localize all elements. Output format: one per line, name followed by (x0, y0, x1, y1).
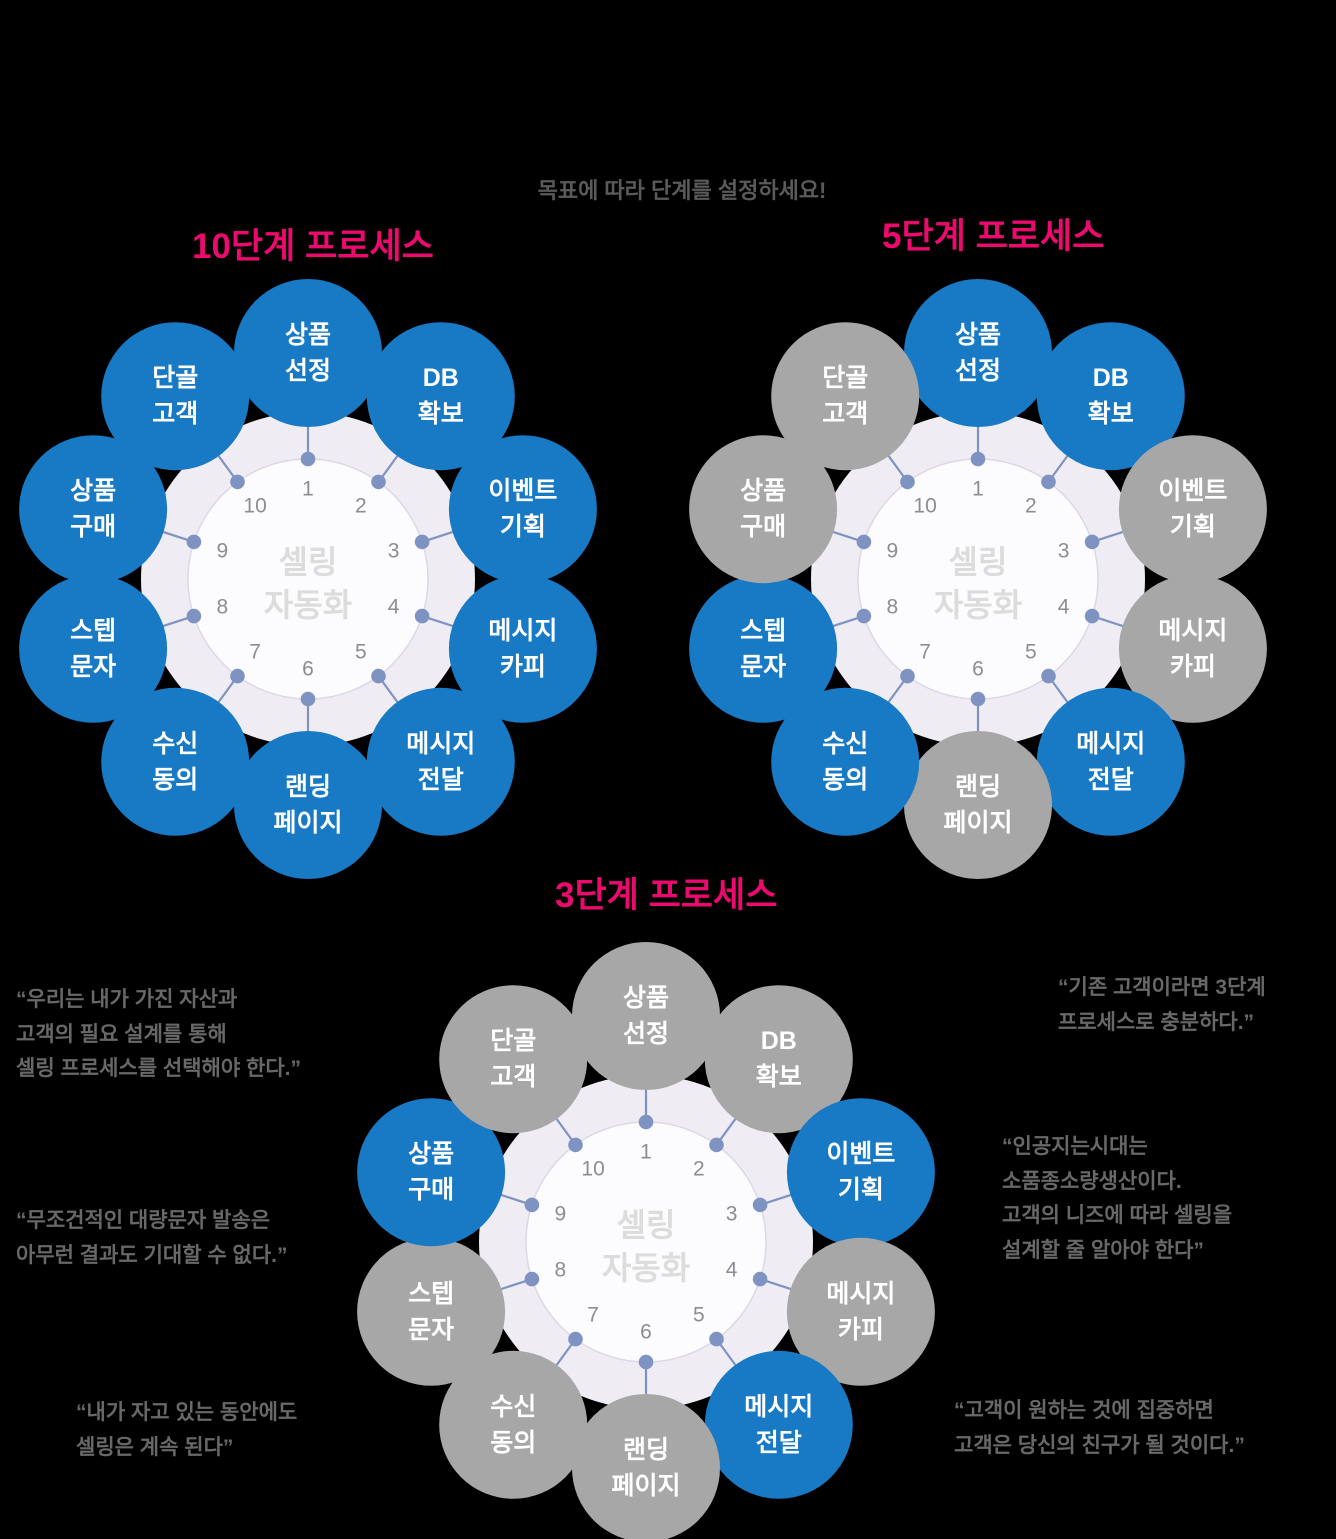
svg-text:8: 8 (887, 595, 899, 618)
svg-text:기획: 기획 (838, 1176, 884, 1204)
svg-text:메시지: 메시지 (744, 1393, 813, 1421)
svg-text:고객: 고객 (822, 400, 868, 428)
svg-text:상품: 상품 (740, 477, 786, 505)
svg-text:선정: 선정 (955, 357, 1001, 385)
svg-text:10: 10 (913, 495, 936, 518)
svg-text:DB: DB (1093, 364, 1129, 392)
svg-text:자동화: 자동화 (602, 1250, 690, 1286)
svg-text:셀링: 셀링 (279, 544, 338, 580)
svg-text:1: 1 (640, 1141, 652, 1164)
svg-text:1: 1 (972, 478, 984, 501)
svg-text:페이지: 페이지 (611, 1472, 680, 1500)
svg-text:6: 6 (640, 1321, 652, 1344)
svg-text:상품: 상품 (70, 477, 116, 505)
svg-text:페이지: 페이지 (943, 809, 1012, 837)
svg-text:3: 3 (388, 540, 400, 563)
svg-text:9: 9 (887, 540, 899, 563)
svg-text:단골: 단골 (152, 364, 198, 392)
svg-text:카피: 카피 (500, 653, 546, 681)
svg-text:4: 4 (1058, 595, 1070, 618)
svg-text:선정: 선정 (285, 357, 331, 385)
svg-text:7: 7 (587, 1303, 599, 1326)
svg-text:5: 5 (1025, 640, 1037, 663)
svg-text:상품: 상품 (623, 984, 669, 1012)
svg-text:DB: DB (423, 364, 459, 392)
svg-text:카피: 카피 (838, 1316, 884, 1344)
svg-text:스텝: 스텝 (740, 617, 786, 645)
svg-text:랜딩: 랜딩 (623, 1436, 669, 1464)
svg-text:고객: 고객 (152, 400, 198, 428)
svg-text:8: 8 (217, 595, 229, 618)
svg-text:수신: 수신 (822, 730, 868, 758)
svg-text:7: 7 (249, 640, 261, 663)
svg-text:3: 3 (1058, 540, 1070, 563)
svg-text:구매: 구매 (740, 513, 786, 541)
svg-text:이벤트: 이벤트 (1158, 477, 1227, 505)
svg-text:상품: 상품 (955, 321, 1001, 349)
svg-text:9: 9 (555, 1203, 567, 1226)
svg-text:기획: 기획 (500, 513, 546, 541)
svg-text:확보: 확보 (756, 1063, 802, 1091)
svg-text:선정: 선정 (623, 1020, 669, 1048)
svg-text:메시지: 메시지 (1076, 730, 1145, 758)
svg-text:5: 5 (355, 640, 367, 663)
svg-text:문자: 문자 (70, 653, 116, 681)
svg-text:6: 6 (972, 658, 984, 681)
svg-text:스텝: 스텝 (408, 1280, 454, 1308)
svg-text:1: 1 (302, 478, 314, 501)
svg-text:8: 8 (555, 1258, 567, 1281)
svg-text:동의: 동의 (490, 1429, 536, 1457)
svg-text:메시지: 메시지 (488, 617, 557, 645)
svg-text:동의: 동의 (152, 766, 198, 794)
svg-text:구매: 구매 (408, 1176, 454, 1204)
svg-text:단골: 단골 (490, 1027, 536, 1055)
svg-text:상품: 상품 (285, 321, 331, 349)
svg-text:2: 2 (693, 1158, 705, 1181)
svg-text:이벤트: 이벤트 (488, 477, 557, 505)
svg-text:10: 10 (581, 1158, 604, 1181)
svg-text:랜딩: 랜딩 (285, 773, 331, 801)
svg-text:문자: 문자 (740, 653, 786, 681)
svg-text:구매: 구매 (70, 513, 116, 541)
svg-text:동의: 동의 (822, 766, 868, 794)
svg-text:DB: DB (761, 1027, 797, 1055)
svg-text:6: 6 (302, 658, 314, 681)
svg-text:고객: 고객 (490, 1063, 536, 1091)
svg-text:2: 2 (1025, 495, 1037, 518)
svg-text:메시지: 메시지 (1158, 617, 1227, 645)
svg-text:자동화: 자동화 (264, 587, 352, 623)
svg-text:9: 9 (217, 540, 229, 563)
svg-text:전달: 전달 (418, 766, 464, 794)
svg-text:문자: 문자 (408, 1316, 454, 1344)
svg-text:랜딩: 랜딩 (955, 773, 1001, 801)
svg-text:페이지: 페이지 (273, 809, 342, 837)
svg-text:3: 3 (726, 1203, 738, 1226)
svg-text:전달: 전달 (1088, 766, 1134, 794)
svg-text:확보: 확보 (1088, 400, 1134, 428)
svg-text:카피: 카피 (1170, 653, 1216, 681)
svg-text:4: 4 (726, 1258, 738, 1281)
svg-text:상품: 상품 (408, 1140, 454, 1168)
svg-text:7: 7 (919, 640, 931, 663)
svg-text:스텝: 스텝 (70, 617, 116, 645)
svg-text:5: 5 (693, 1303, 705, 1326)
svg-text:메시지: 메시지 (826, 1280, 895, 1308)
svg-text:확보: 확보 (418, 400, 464, 428)
svg-text:전달: 전달 (756, 1429, 802, 1457)
svg-text:기획: 기획 (1170, 513, 1216, 541)
svg-text:10: 10 (243, 495, 266, 518)
svg-text:자동화: 자동화 (934, 587, 1022, 623)
svg-text:수신: 수신 (152, 730, 198, 758)
svg-text:2: 2 (355, 495, 367, 518)
svg-text:셀링: 셀링 (617, 1207, 676, 1243)
svg-text:수신: 수신 (490, 1393, 536, 1421)
svg-text:메시지: 메시지 (406, 730, 475, 758)
svg-text:셀링: 셀링 (949, 544, 1008, 580)
svg-text:단골: 단골 (822, 364, 868, 392)
svg-text:4: 4 (388, 595, 400, 618)
svg-text:이벤트: 이벤트 (826, 1140, 895, 1168)
